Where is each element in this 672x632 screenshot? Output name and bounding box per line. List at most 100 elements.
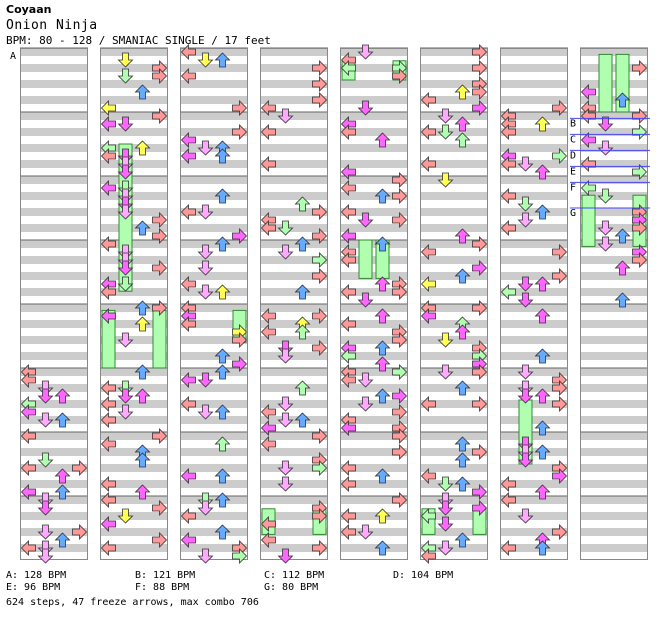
beat-stripe xyxy=(20,368,88,376)
beat-stripe xyxy=(580,400,648,408)
left-arrow xyxy=(100,236,116,252)
right-arrow xyxy=(552,380,568,396)
beat-stripe xyxy=(340,400,408,408)
right-arrow xyxy=(392,428,408,444)
beat-stripe xyxy=(260,288,328,296)
down-arrow xyxy=(117,404,134,420)
left-arrow xyxy=(100,436,116,452)
up-arrow xyxy=(214,284,231,300)
beat-stripe xyxy=(20,528,88,536)
bpm-segment-c: C xyxy=(570,134,576,145)
left-arrow xyxy=(340,60,356,76)
right-arrow xyxy=(152,108,168,124)
beat-stripe xyxy=(180,96,248,104)
beat-stripe xyxy=(100,64,168,72)
beat-stripe xyxy=(180,256,248,264)
beat-stripe xyxy=(420,496,488,504)
up-arrow xyxy=(294,236,311,252)
down-arrow xyxy=(357,212,374,228)
beat-stripe xyxy=(420,528,488,536)
right-arrow xyxy=(392,172,408,188)
beat-stripe xyxy=(180,416,248,424)
chart-column-border xyxy=(260,48,328,560)
chart-column-border xyxy=(580,48,648,560)
right-arrow xyxy=(392,492,408,508)
up-arrow xyxy=(374,508,391,524)
down-arrow xyxy=(277,476,294,492)
beat-stripe xyxy=(100,496,168,504)
beat-stripe xyxy=(20,272,88,280)
down-arrow xyxy=(277,340,294,356)
up-arrow xyxy=(374,388,391,404)
left-arrow xyxy=(420,124,436,140)
freeze-arrow xyxy=(152,309,167,369)
beat-stripe xyxy=(180,112,248,120)
chart-column-border xyxy=(180,48,248,560)
up-arrow xyxy=(214,348,231,364)
left-arrow xyxy=(340,164,356,180)
right-arrow xyxy=(152,300,168,316)
down-arrow xyxy=(277,244,294,260)
beat-stripe xyxy=(20,112,88,120)
down-arrow xyxy=(197,500,214,516)
down-arrow xyxy=(517,380,534,396)
bpm-segment-e: E xyxy=(570,166,576,177)
right-arrow xyxy=(232,332,248,348)
down-arrow xyxy=(117,276,134,292)
right-arrow xyxy=(632,252,648,268)
right-arrow xyxy=(392,444,408,460)
right-arrow xyxy=(632,124,648,140)
beat-stripe xyxy=(420,304,488,312)
left-arrow xyxy=(340,420,356,436)
beat-stripe xyxy=(420,48,488,56)
right-arrow xyxy=(472,500,488,516)
beat-stripe xyxy=(340,528,408,536)
beat-stripe xyxy=(420,144,488,152)
beat-stripe xyxy=(580,176,648,184)
down-arrow xyxy=(197,492,214,508)
beat-stripe xyxy=(580,80,648,88)
beat-stripe xyxy=(340,80,408,88)
beat-stripe xyxy=(420,272,488,280)
beat-stripe xyxy=(260,96,328,104)
up-arrow xyxy=(534,484,551,500)
beat-stripe xyxy=(180,512,248,520)
left-arrow xyxy=(420,508,436,524)
beat-stripe xyxy=(180,224,248,232)
down-arrow xyxy=(197,372,214,388)
beat-stripe xyxy=(580,208,648,216)
beat-stripe xyxy=(420,432,488,440)
beat-stripe xyxy=(180,400,248,408)
beat-stripe xyxy=(100,224,168,232)
beat-stripe xyxy=(340,352,408,360)
down-arrow xyxy=(277,220,294,236)
beat-stripe xyxy=(340,128,408,136)
beat-stripe xyxy=(260,128,328,136)
beat-stripe xyxy=(420,112,488,120)
beat-stripe xyxy=(340,512,408,520)
down-arrow xyxy=(517,276,534,292)
down-arrow xyxy=(277,348,294,364)
beat-stripe xyxy=(420,464,488,472)
down-arrow xyxy=(37,380,54,396)
beat-stripe xyxy=(580,48,648,56)
right-arrow xyxy=(232,356,248,372)
left-arrow xyxy=(260,436,276,452)
down-arrow xyxy=(357,100,374,116)
beat-stripe xyxy=(20,192,88,200)
bpm-legend-e: E: 96 BPM xyxy=(6,582,61,593)
beat-stripe xyxy=(580,288,648,296)
left-arrow xyxy=(420,396,436,412)
freeze-arrow xyxy=(598,53,613,113)
up-arrow xyxy=(534,204,551,220)
beat-stripe xyxy=(20,160,88,168)
down-arrow xyxy=(597,140,614,156)
song-title: Onion Ninja xyxy=(6,18,98,33)
beat-stripe xyxy=(20,224,88,232)
down-arrow xyxy=(517,436,534,452)
left-arrow xyxy=(260,100,276,116)
down-arrow xyxy=(117,180,134,196)
down-arrow xyxy=(357,44,374,60)
down-arrow xyxy=(437,364,454,380)
left-arrow xyxy=(340,508,356,524)
